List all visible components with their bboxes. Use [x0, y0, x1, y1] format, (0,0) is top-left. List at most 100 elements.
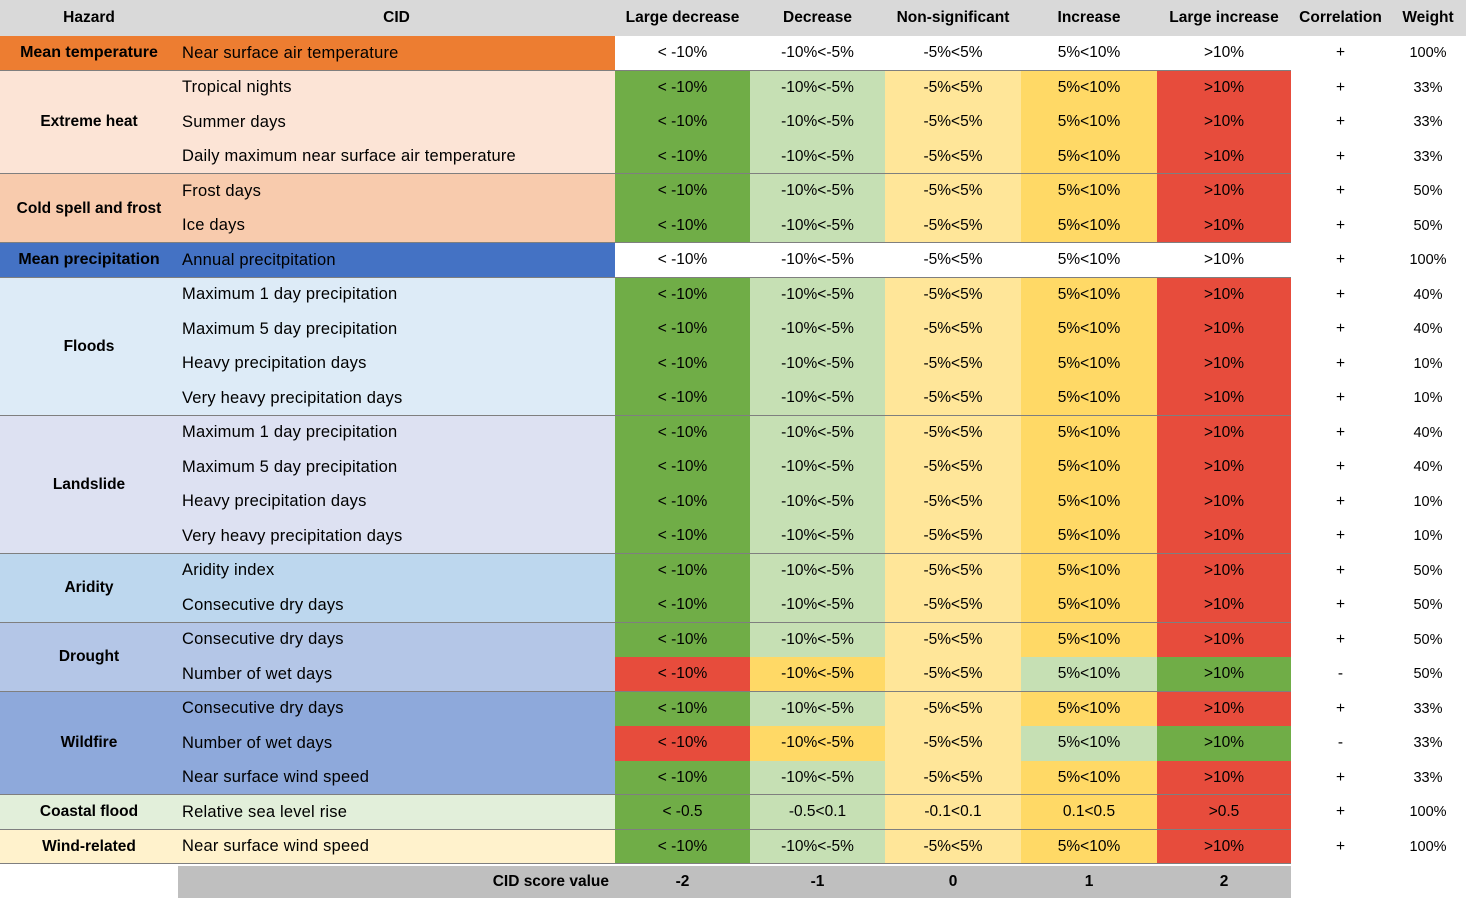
threshold-cell: -5%<5%	[885, 36, 1021, 71]
threshold-cell: -10%<-5%	[750, 829, 885, 864]
threshold-cell: -0.1<0.1	[885, 795, 1021, 830]
weight-cell: 33%	[1413, 700, 1443, 717]
hazard-band	[178, 553, 615, 623]
hazard-cell: Mean precipitation	[0, 243, 178, 278]
group-divider	[0, 276, 1291, 278]
header-band	[0, 0, 1466, 36]
hazard-band	[178, 415, 615, 554]
weight-cell: 10%	[1413, 493, 1443, 510]
correlation-cell: +	[1335, 113, 1346, 131]
threshold-cell: -5%<5%	[885, 760, 1021, 795]
threshold-cell: -10%<-5%	[750, 622, 885, 657]
threshold-cell: >10%	[1157, 415, 1291, 450]
threshold-cell: >0.5	[1157, 795, 1291, 830]
hazard-band	[178, 243, 615, 278]
hazard-cell: Landslide	[0, 415, 178, 554]
cid-name: Number of wet days	[182, 664, 333, 683]
weight-cell: 40%	[1413, 321, 1443, 338]
hazard-cell: Floods	[0, 277, 178, 416]
threshold-cell: -5%<5%	[885, 139, 1021, 174]
threshold-cell: -5%<5%	[885, 346, 1021, 381]
threshold-cell: 5%<10%	[1021, 208, 1157, 243]
weight-cell: 50%	[1413, 183, 1443, 200]
threshold-cell: -5%<5%	[885, 450, 1021, 485]
threshold-cell: -10%<-5%	[750, 484, 885, 519]
threshold-cell: < -10%	[615, 553, 750, 588]
correlation-cell: +	[1335, 630, 1346, 648]
header-non-significant: Non-significant	[896, 9, 1010, 26]
hazard-band	[178, 622, 615, 692]
header-hazard: Hazard	[63, 9, 115, 26]
group-divider	[0, 552, 1291, 554]
threshold-cell: < -10%	[615, 622, 750, 657]
threshold-cell: 5%<10%	[1021, 760, 1157, 795]
threshold-cell: < -10%	[615, 139, 750, 174]
threshold-cell: >10%	[1157, 346, 1291, 381]
cid-score-value: 1	[1084, 873, 1094, 890]
threshold-cell: -10%<-5%	[750, 588, 885, 623]
threshold-cell: -10%<-5%	[750, 726, 885, 761]
cid-name: Frost days	[182, 181, 262, 200]
group-divider	[0, 621, 1291, 623]
weight-cell: 33%	[1413, 735, 1443, 752]
cid-name: Consecutive dry days	[182, 699, 344, 718]
threshold-cell: -10%<-5%	[750, 519, 885, 554]
threshold-cell: >10%	[1157, 726, 1291, 761]
correlation-cell: +	[1335, 561, 1346, 579]
cid-name: Near surface wind speed	[182, 837, 370, 856]
threshold-cell: -5%<5%	[885, 105, 1021, 140]
threshold-cell: 5%<10%	[1021, 726, 1157, 761]
threshold-cell: 5%<10%	[1021, 415, 1157, 450]
correlation-cell: +	[1335, 527, 1346, 545]
threshold-cell: 5%<10%	[1021, 484, 1157, 519]
threshold-cell: -10%<-5%	[750, 139, 885, 174]
threshold-cell: < -10%	[615, 381, 750, 416]
threshold-cell: 5%<10%	[1021, 139, 1157, 174]
correlation-cell: +	[1335, 389, 1346, 407]
correlation-cell: +	[1335, 699, 1346, 717]
cid-score-value: 0	[948, 873, 958, 890]
threshold-cell: < -10%	[615, 415, 750, 450]
group-divider	[0, 414, 1291, 416]
threshold-cell: < -10%	[615, 70, 750, 105]
footer-band	[178, 866, 1291, 898]
weight-cell: 50%	[1413, 597, 1443, 614]
threshold-cell: >10%	[1157, 588, 1291, 623]
cid-score-value: 2	[1219, 873, 1229, 890]
hazard-band	[178, 691, 615, 795]
threshold-cell: -5%<5%	[885, 208, 1021, 243]
cid-name: Number of wet days	[182, 733, 333, 752]
cid-name: Very heavy precipitation days	[182, 388, 403, 407]
hazard-band	[178, 70, 615, 174]
header-cid: CID	[383, 9, 410, 26]
threshold-cell: >10%	[1157, 174, 1291, 209]
correlation-cell: +	[1335, 44, 1346, 62]
threshold-cell: -5%<5%	[885, 484, 1021, 519]
cid-name: Ice days	[182, 216, 246, 235]
weight-cell: 50%	[1413, 666, 1443, 683]
hazard-band	[178, 36, 615, 71]
threshold-cell: 5%<10%	[1021, 36, 1157, 71]
threshold-cell: >10%	[1157, 36, 1291, 71]
threshold-cell: -5%<5%	[885, 381, 1021, 416]
threshold-cell: < -10%	[615, 691, 750, 726]
cid-name: Maximum 1 day precipitation	[182, 285, 398, 304]
weight-cell: 10%	[1413, 528, 1443, 545]
cid-name: Consecutive dry days	[182, 630, 344, 649]
weight-cell: 100%	[1409, 252, 1447, 269]
threshold-cell: -5%<5%	[885, 70, 1021, 105]
weight-cell: 50%	[1413, 631, 1443, 648]
cid-name: Relative sea level rise	[182, 802, 348, 821]
weight-cell: 40%	[1413, 424, 1443, 441]
weight-cell: 100%	[1409, 838, 1447, 855]
threshold-cell: 5%<10%	[1021, 657, 1157, 692]
cid-name: Daily maximum near surface air temperatu…	[182, 147, 516, 166]
hazard-band	[178, 795, 615, 830]
threshold-cell: -5%<5%	[885, 622, 1021, 657]
header-correlation: Correlation	[1299, 9, 1382, 26]
threshold-cell: < -10%	[615, 588, 750, 623]
threshold-cell: >10%	[1157, 622, 1291, 657]
threshold-cell: 5%<10%	[1021, 174, 1157, 209]
threshold-cell: -10%<-5%	[750, 312, 885, 347]
threshold-cell: -10%<-5%	[750, 450, 885, 485]
